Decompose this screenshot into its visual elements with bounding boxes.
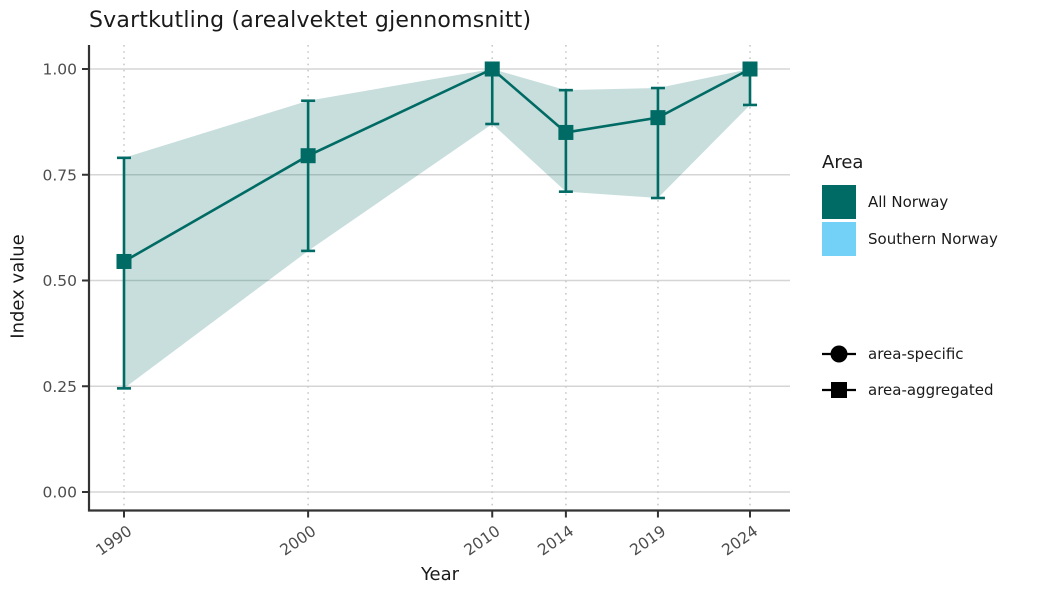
y-tick-label: 1.00 — [42, 61, 77, 79]
legend-item-label: Southern Norway — [868, 230, 998, 248]
circle-marker-icon — [822, 345, 856, 363]
y-tick-label: 0.25 — [42, 378, 77, 396]
legend-item-area-aggregated[interactable]: area-aggregated — [822, 376, 994, 404]
data-point — [558, 124, 574, 140]
legend-item-label: area-aggregated — [868, 381, 994, 399]
x-tick-label: 2010 — [461, 522, 504, 559]
square-marker-icon — [822, 382, 856, 398]
all-norway-swatch — [822, 185, 856, 219]
data-point — [650, 110, 666, 126]
data-point — [484, 61, 500, 77]
y-tick-label: 0.75 — [42, 166, 77, 184]
legend-area-title: Area — [822, 152, 864, 173]
legend-area: Area All Norway Southern Norway — [822, 152, 998, 259]
legend-item-label: area-specific — [868, 345, 964, 363]
legend-item-all-norway[interactable]: All Norway — [822, 185, 998, 219]
x-tick-label: 1990 — [93, 522, 136, 559]
y-tick-label: 0.00 — [42, 484, 77, 502]
confidence-ribbon — [124, 69, 750, 389]
data-point — [742, 61, 758, 77]
legend-shapes: area-specific area-aggregated — [822, 340, 994, 412]
chart-title: Svartkutling (arealvektet gjennomsnitt) — [89, 8, 532, 33]
x-tick-label: 2000 — [277, 522, 320, 559]
legend-item-southern-norway[interactable]: Southern Norway — [822, 222, 998, 256]
x-tick-label: 2024 — [719, 522, 762, 559]
y-tick-label: 0.50 — [42, 272, 77, 290]
x-tick-label: 2014 — [535, 522, 578, 559]
x-tick-label: 2019 — [627, 522, 670, 559]
x-axis-title: Year — [420, 564, 460, 585]
legend-item-area-specific[interactable]: area-specific — [822, 340, 994, 368]
series-line — [123, 67, 751, 263]
y-axis-title: Index value — [7, 234, 29, 339]
data-point — [300, 148, 316, 164]
data-point — [116, 253, 132, 269]
southern-norway-swatch — [822, 222, 856, 256]
legend-item-label: All Norway — [868, 193, 949, 211]
